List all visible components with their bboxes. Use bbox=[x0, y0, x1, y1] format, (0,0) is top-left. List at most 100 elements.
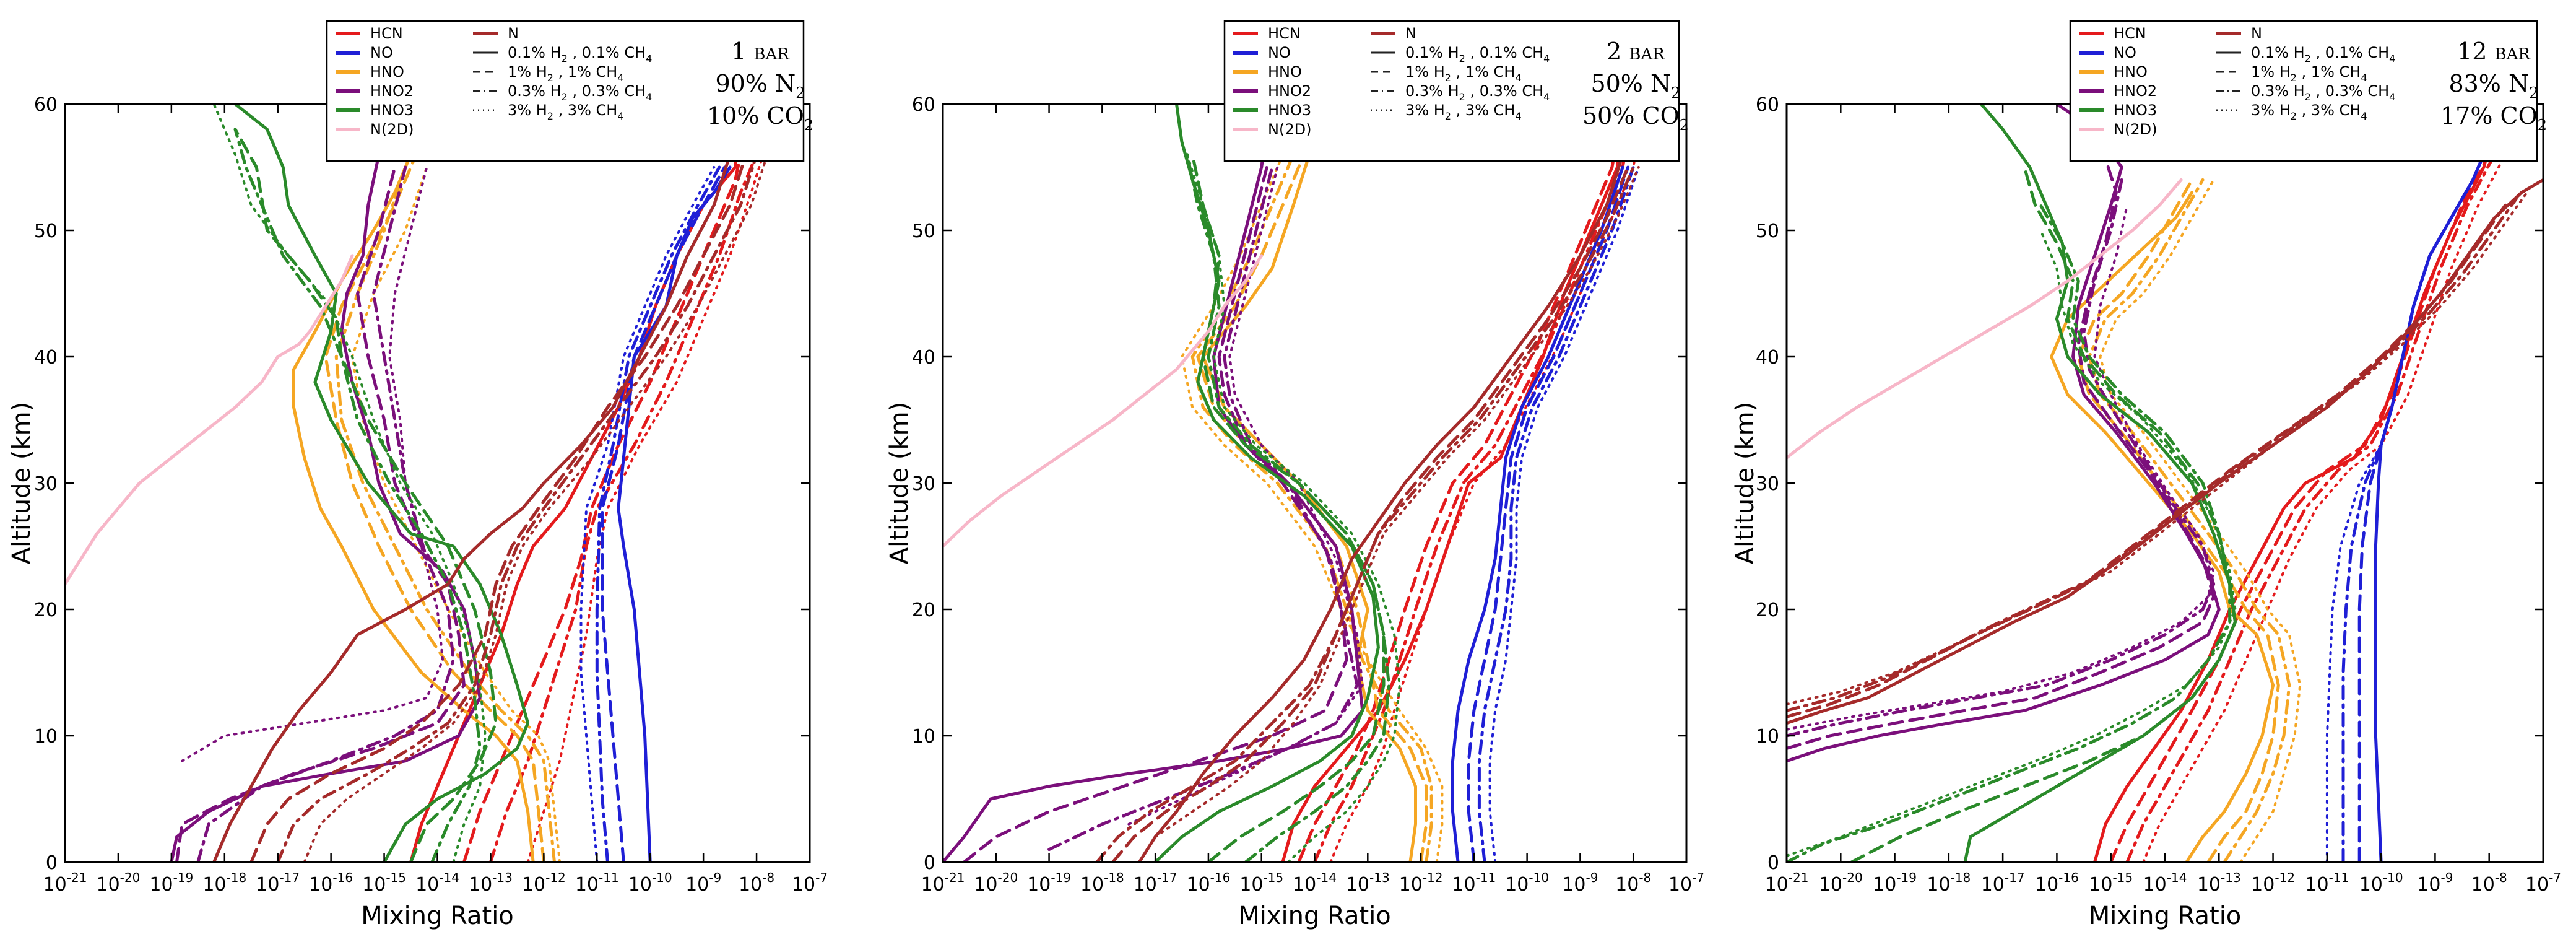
x-tick-label: 10-13 bbox=[469, 870, 513, 896]
x-tick-label: 10-20 bbox=[974, 870, 1018, 896]
y-tick-label: 60 bbox=[34, 94, 58, 116]
y-tick-label: 60 bbox=[1756, 94, 1779, 116]
x-tick-label: 10-8 bbox=[2471, 870, 2507, 896]
condition-co2: 17% CO2 bbox=[2440, 102, 2547, 134]
series-line-no-solid bbox=[617, 165, 732, 862]
condition-pressure: 1 BAR bbox=[731, 38, 790, 65]
legend-box bbox=[1223, 20, 1680, 162]
legend-label: NO bbox=[370, 44, 393, 61]
condition-pressure: 12 BAR bbox=[2457, 38, 2531, 65]
y-tick-label: 60 bbox=[912, 94, 935, 116]
y-axis-title: Altitude (km) bbox=[885, 402, 914, 564]
condition-n2: 90% N2 bbox=[715, 70, 805, 102]
x-tick-label: 10-15 bbox=[362, 870, 406, 896]
legend-label: NO bbox=[2114, 44, 2136, 61]
legend-label: HNO2 bbox=[2114, 82, 2157, 100]
series-line-no-dashdot bbox=[1477, 165, 1635, 862]
legend-label: HNO3 bbox=[370, 102, 414, 119]
x-tick-label: 10-18 bbox=[1927, 870, 1971, 896]
series-line-hno2-dashed bbox=[962, 165, 1348, 862]
y-tick-label: 50 bbox=[1756, 220, 1779, 242]
series-line-hcn-dashed bbox=[2109, 153, 2491, 862]
series-line-hno2-solid bbox=[1787, 104, 2221, 763]
chart-panel-2: 10-21 10-20 10-19 10-18 10-17 10-16 10-15 10-14… bbox=[885, 20, 1704, 930]
series-line-hno3-solid bbox=[233, 104, 530, 862]
x-tick-label: 10-21 bbox=[1765, 870, 1809, 896]
series-line-hno-dashdot bbox=[2088, 178, 2291, 862]
plot-frame bbox=[942, 103, 1688, 863]
x-tick-label: 10-12 bbox=[1399, 870, 1443, 896]
series-line-hno2-dashed bbox=[175, 165, 466, 862]
x-tick-label: 10-21 bbox=[43, 870, 87, 896]
x-tick-label: 10-12 bbox=[522, 870, 566, 896]
y-tick-label: 10 bbox=[912, 726, 935, 748]
series-line-hno3-solid bbox=[1153, 104, 1380, 862]
legend-label: HNO2 bbox=[1268, 82, 1311, 100]
legend-label: HCN bbox=[370, 25, 403, 42]
series-line-hcn-dashdot bbox=[1313, 104, 1635, 862]
legend-style-label: 3% H2 , 3% CH4 bbox=[508, 102, 624, 122]
legend-label: HNO bbox=[2114, 63, 2148, 81]
x-tick-label: 10-20 bbox=[96, 870, 140, 896]
x-tick-label: 10-13 bbox=[1346, 870, 1390, 896]
legend-style-label: 0.3% H2 , 0.3% CH4 bbox=[2251, 82, 2395, 103]
legend-label: HCN bbox=[1268, 25, 1301, 42]
legend-label: HNO bbox=[1268, 63, 1302, 81]
x-tick-label: 10-16 bbox=[2035, 870, 2079, 896]
y-tick-label: 10 bbox=[1756, 726, 1779, 748]
y-tick-label: 50 bbox=[34, 220, 58, 242]
x-tick-label: 10-7 bbox=[1668, 870, 1704, 896]
x-tick-label: 10-10 bbox=[628, 870, 672, 896]
series-line-n-dotted bbox=[303, 153, 769, 862]
series-line-hno2-dashed bbox=[1787, 140, 2216, 750]
x-tick-label: 10-18 bbox=[202, 870, 246, 896]
x-tick-label: 10-19 bbox=[149, 870, 193, 896]
x-tick-label: 10-7 bbox=[2525, 870, 2561, 896]
x-tick-label: 10-7 bbox=[792, 870, 828, 896]
series-line-no-dotted bbox=[579, 166, 716, 862]
series-line-no-dashed bbox=[601, 165, 726, 862]
legend-label: HNO2 bbox=[370, 82, 414, 100]
legend-style-label: 1% H2 , 1% CH4 bbox=[2251, 63, 2367, 84]
series-line-no-dotted bbox=[2325, 153, 2485, 862]
y-tick-label: 50 bbox=[912, 220, 935, 242]
series-line-n-dashed bbox=[249, 153, 748, 862]
series-line-hno2-solid bbox=[170, 153, 482, 862]
x-tick-label: 10-17 bbox=[1134, 870, 1177, 896]
x-tick-label: 10-12 bbox=[2251, 870, 2295, 896]
series-line-hno3-dashdot bbox=[1186, 153, 1391, 862]
x-tick-label: 10-9 bbox=[685, 870, 721, 896]
series-group bbox=[943, 104, 1646, 862]
y-tick-label: 0 bbox=[46, 852, 58, 874]
series-line-no-dashed bbox=[1467, 165, 1630, 862]
series-line-hno-solid bbox=[292, 153, 535, 862]
legend-box bbox=[2069, 20, 2538, 162]
x-tick-label: 10-14 bbox=[2143, 870, 2187, 896]
condition-pressure: 2 BAR bbox=[1607, 38, 1665, 65]
legend-style-label: 1% H2 , 1% CH4 bbox=[1405, 63, 1522, 84]
series-line-hcn-dotted bbox=[2142, 153, 2507, 862]
y-tick-label: 0 bbox=[924, 852, 935, 874]
series-line-hno-dashed bbox=[1196, 153, 1428, 862]
chart-panel-3: 10-21 10-20 10-19 10-18 10-17 10-16 10-15 10-14… bbox=[1731, 20, 2561, 930]
y-tick-label: 40 bbox=[1756, 347, 1779, 369]
series-line-hcn-dotted bbox=[526, 104, 779, 862]
series-line-hno2-dotted bbox=[1127, 166, 1364, 826]
y-axis-title: Altitude (km) bbox=[7, 402, 36, 564]
x-tick-label: 10-20 bbox=[1819, 870, 1863, 896]
series-line-hno3-dashdot bbox=[233, 128, 482, 862]
condition-n2: 50% N2 bbox=[1590, 70, 1680, 102]
legend-style-label: 0.3% H2 , 0.3% CH4 bbox=[508, 82, 652, 103]
series-group bbox=[65, 104, 779, 862]
x-tick-label: 10-17 bbox=[256, 870, 300, 896]
legend-style-label: 0.1% H2 , 0.1% CH4 bbox=[508, 44, 652, 64]
x-tick-label: 10-17 bbox=[1981, 870, 2025, 896]
series-line-hno3-dotted bbox=[1186, 153, 1401, 862]
x-tick-label: 10-11 bbox=[2305, 870, 2349, 896]
legend-style-label: 0.1% H2 , 0.1% CH4 bbox=[1405, 44, 1550, 64]
plot-frame bbox=[1785, 103, 2544, 863]
y-tick-label: 40 bbox=[912, 347, 935, 369]
series-line-hno-solid bbox=[1201, 153, 1417, 862]
